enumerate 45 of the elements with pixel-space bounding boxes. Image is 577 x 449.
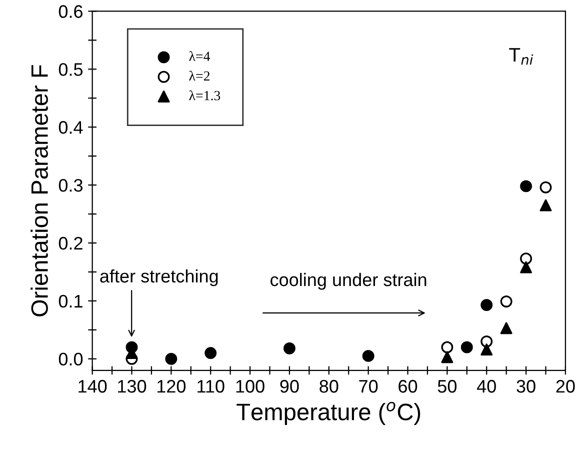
x-tick-label: 140 [78, 380, 107, 393]
x-tick-label: 120 [157, 380, 186, 393]
point [520, 252, 532, 265]
point [283, 342, 296, 354]
point [480, 344, 493, 356]
annotation: T$_{ni}$ [509, 48, 534, 65]
y-axis-title: Orientation Parameter F [30, 65, 48, 316]
point [441, 351, 454, 364]
point [500, 322, 512, 334]
x-tick-label: 30 [516, 380, 536, 393]
x-tick-label: 50 [438, 380, 457, 393]
x-tick-label: 20 [556, 380, 575, 393]
y-tick-label: 0.0 [58, 352, 83, 366]
x-tick-label: 90 [280, 380, 299, 393]
point [362, 350, 374, 362]
point [480, 335, 493, 348]
legend-label: λ=1.3 [189, 90, 220, 100]
point [441, 341, 454, 354]
point [520, 180, 532, 192]
legend-label: λ=2 [189, 70, 210, 81]
point [204, 347, 217, 360]
x-tick-label: 100 [236, 380, 264, 393]
point [540, 181, 552, 194]
point [480, 298, 493, 311]
point [500, 295, 512, 308]
x-axis-title: Temperature ($^{o}$C) [236, 402, 420, 426]
point [540, 199, 552, 212]
x-tick-label: 110 [198, 380, 224, 393]
y-tick-label: 0.1 [58, 294, 82, 308]
point [165, 352, 178, 365]
x-tick-label: 130 [118, 380, 146, 393]
annotation: after stretching [100, 269, 218, 286]
point [460, 341, 473, 354]
y-tick-label: 0.3 [58, 178, 82, 192]
y-tick-label: 0.2 [58, 236, 82, 250]
x-tick-label: 70 [359, 380, 378, 393]
y-tick-label: 0.4 [58, 121, 83, 134]
point [520, 261, 532, 274]
x-tick-label: 60 [398, 380, 418, 393]
x-tick-label: 80 [320, 380, 338, 393]
annotation: cooling under strain [270, 272, 426, 290]
y-tick-label: 0.6 [58, 5, 82, 18]
y-tick-label: 0.5 [58, 63, 83, 76]
legend-label: λ=4 [189, 51, 210, 61]
x-tick-label: 40 [476, 380, 496, 393]
